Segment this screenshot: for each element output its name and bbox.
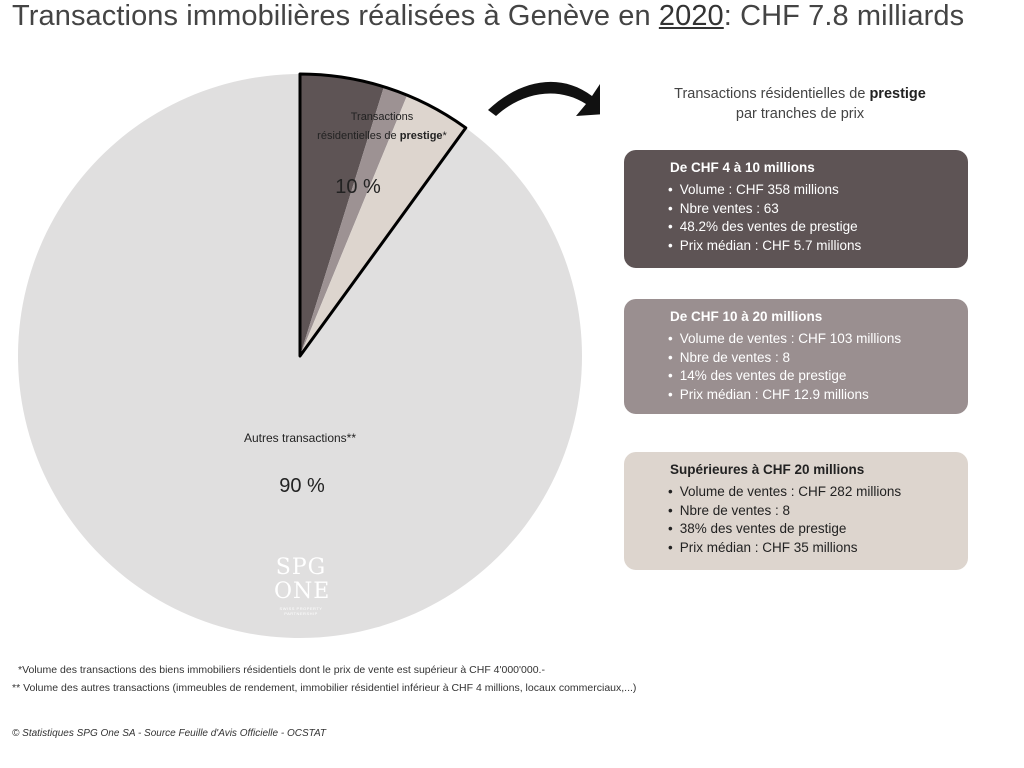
pie-chart (17, 72, 600, 639)
box-item: 38% des ventes de prestige (668, 520, 968, 539)
box-item: Volume : CHF 358 millions (668, 181, 968, 200)
box-title: De CHF 4 à 10 millions (670, 160, 815, 175)
price-range-box-over-20m: Supérieures à CHF 20 millions Volume de … (624, 452, 968, 570)
pie-slice-prestige-outline (298, 72, 468, 358)
pie-slice-prestige-part-2 (300, 86, 408, 356)
box-item: 14% des ventes de prestige (668, 367, 968, 386)
source-note: © Statistiques SPG One SA - Source Feuil… (12, 728, 327, 739)
spg-one-logo: SPG ONE SWISS PROPERTY PARTNERSHIP (274, 555, 331, 617)
pie-slice-prestige-part-1 (300, 74, 384, 356)
price-range-box-4-10m: De CHF 4 à 10 millions Volume : CHF 358 … (624, 150, 968, 268)
curved-arrow-icon (488, 81, 600, 116)
box-item: Volume de ventes : CHF 282 millions (668, 483, 968, 502)
page-title: Transactions immobilières réalisées à Ge… (12, 0, 965, 32)
price-range-box-10-20m: De CHF 10 à 20 millions Volume de ventes… (624, 299, 968, 414)
box-item: Nbre de ventes : 8 (668, 502, 968, 521)
box-title: De CHF 10 à 20 millions (670, 309, 823, 324)
box-item: Nbre de ventes : 8 (668, 349, 968, 368)
box-item: Prix médian : CHF 5.7 millions (668, 237, 968, 256)
prestige-slice-label: Transactions résidentielles de prestige* (317, 111, 447, 142)
box-item: Nbre ventes : 63 (668, 200, 968, 219)
box-item: 48.2% des ventes de prestige (668, 218, 968, 237)
footnote-2: ** Volume des autres transactions (immeu… (12, 682, 637, 694)
footnote-1: *Volume des transactions des biens immob… (18, 664, 545, 676)
prestige-slice-value: 10 % (335, 176, 381, 198)
other-slice-value: 90 % (279, 475, 325, 497)
breakdown-title: Transactions résidentielles de prestige … (674, 86, 926, 122)
pie-slice-prestige-part-3 (300, 95, 466, 357)
box-item: Volume de ventes : CHF 103 millions (668, 330, 968, 349)
box-item: Prix médian : CHF 35 millions (668, 539, 968, 558)
box-item: Prix médian : CHF 12.9 millions (668, 386, 968, 405)
other-slice-label: Autres transactions** (243, 431, 357, 445)
box-title: Supérieures à CHF 20 millions (670, 462, 865, 477)
